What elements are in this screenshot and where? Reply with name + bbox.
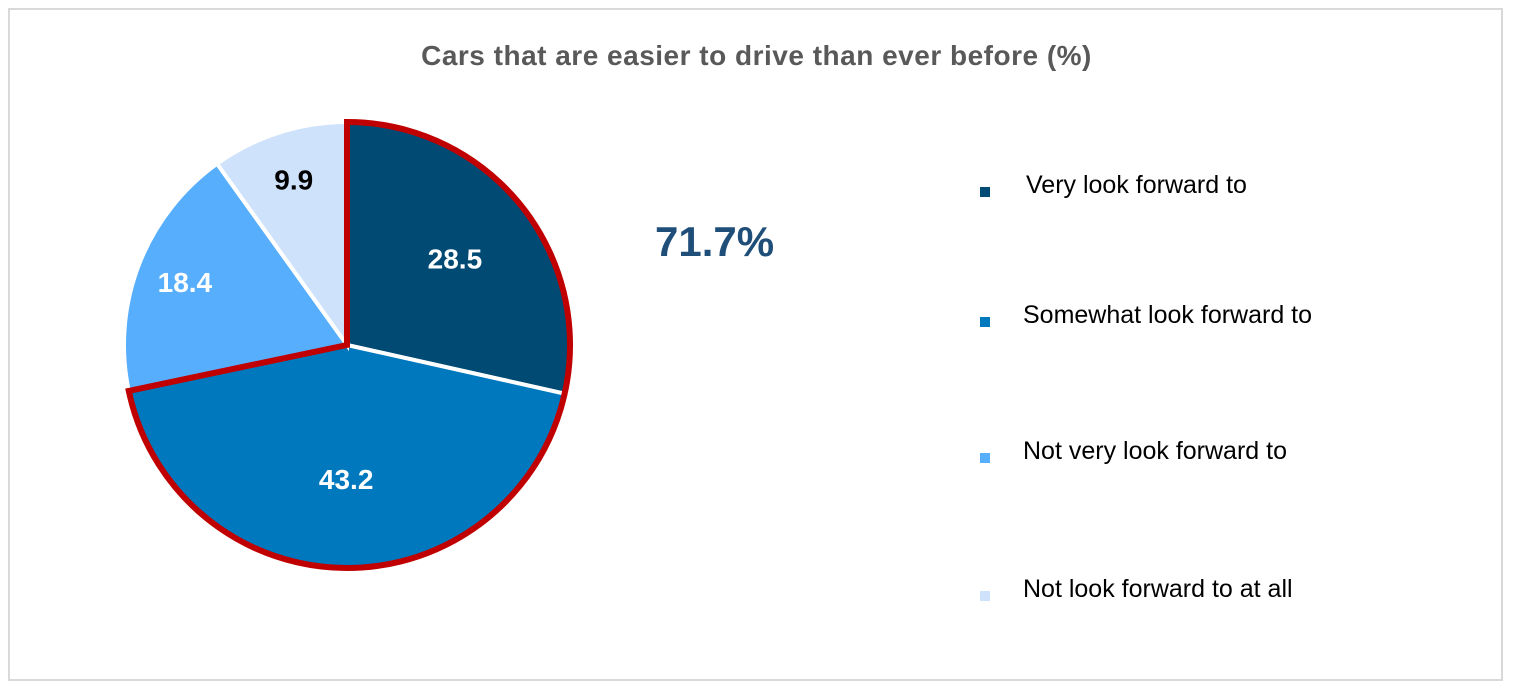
- highlight-outline: [125, 118, 573, 571]
- data-label: 28.5: [428, 244, 483, 275]
- data-label: 18.4: [158, 267, 213, 298]
- data-label: 9.9: [274, 164, 313, 195]
- legend-label: Not very look forward to: [1023, 437, 1287, 465]
- legend-label: Very look forward to: [1026, 171, 1247, 199]
- legend-label: Somewhat look forward to: [1023, 301, 1313, 329]
- legend-swatch: [980, 591, 990, 601]
- pie-slice: [214, 119, 349, 352]
- highlight-annotation: 71.7%: [655, 218, 775, 265]
- pie-slice: [122, 160, 351, 394]
- legend-swatch: [980, 317, 990, 327]
- legend-swatch: [980, 187, 990, 197]
- chart-title: Cars that are easier to drive than ever …: [421, 40, 1092, 71]
- legend-label: Not look forward to at all: [1023, 575, 1293, 603]
- data-label: 43.2: [319, 464, 374, 495]
- legend-swatch: [980, 453, 990, 463]
- chart-frame: [8, 8, 1503, 681]
